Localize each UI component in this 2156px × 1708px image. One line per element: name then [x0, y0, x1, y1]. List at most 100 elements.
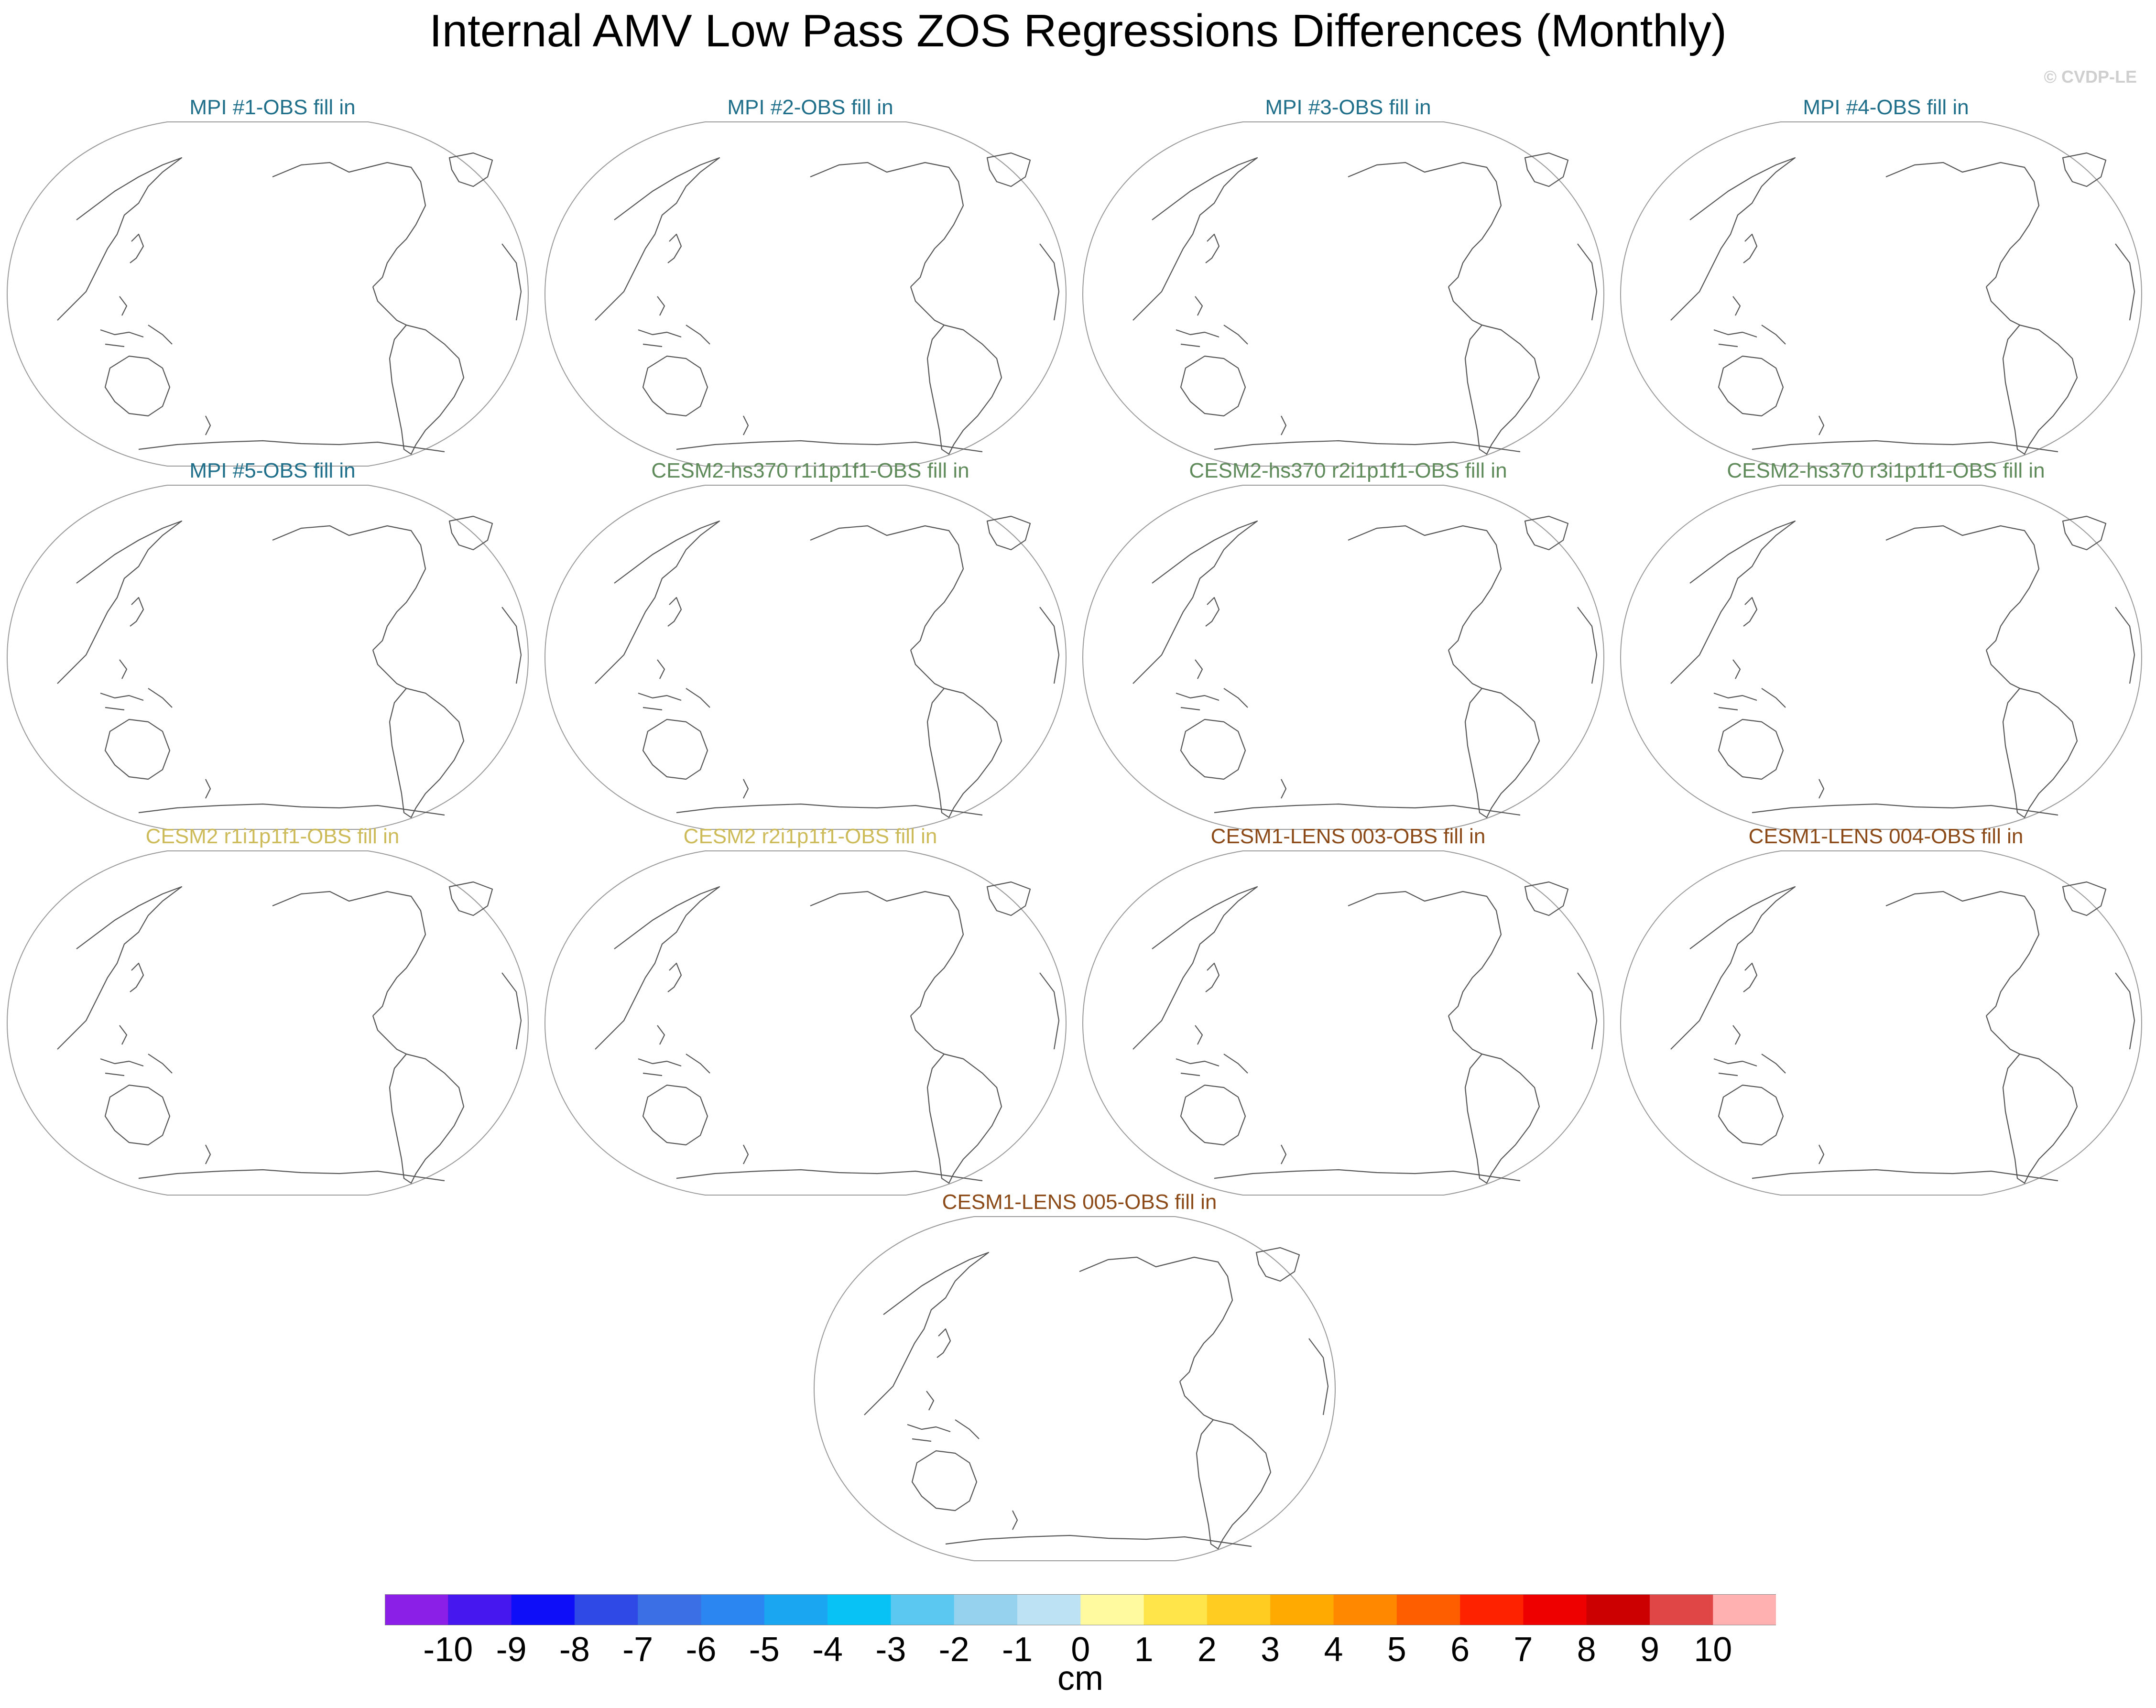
coastline — [676, 440, 983, 453]
coastline — [667, 233, 682, 263]
coastline — [1752, 440, 2058, 453]
coastline — [642, 718, 708, 780]
colorbar-swatch — [385, 1594, 448, 1625]
panel-title: MPI #5-OBS fill in — [189, 459, 356, 482]
colorbar-swatch — [574, 1594, 638, 1625]
colorbar-tick-label: 7 — [1514, 1631, 1533, 1669]
coastline — [1718, 1084, 1784, 1146]
panel-title: CESM1-LENS 003-OBS fill in — [1210, 825, 1486, 848]
colorbar-tick-label: -7 — [622, 1631, 653, 1669]
world-map — [1082, 121, 1605, 467]
coastline — [1180, 1084, 1246, 1146]
coastline — [1448, 286, 1482, 326]
colorbar-swatch — [1143, 1594, 1208, 1625]
colorbar-tick-label: 1 — [1134, 1631, 1154, 1669]
colorbar-units: cm — [1057, 1659, 1103, 1697]
coastline — [57, 157, 183, 321]
map-panel: CESM2-hs370 r1i1p1f1-OBS fill in — [543, 459, 1078, 841]
coastline — [2002, 324, 2078, 455]
coastline — [1524, 515, 1569, 551]
coastline — [642, 355, 708, 417]
coastline — [104, 355, 171, 417]
coastline — [907, 1391, 980, 1442]
coastline — [2062, 881, 2107, 916]
coastline — [2062, 515, 2107, 551]
panel-title: MPI #4-OBS fill in — [1803, 96, 1969, 119]
coastline — [1196, 1419, 1272, 1550]
coastline — [448, 152, 493, 187]
colorbar-tick-label: -9 — [496, 1631, 527, 1669]
panel-title: MPI #1-OBS fill in — [189, 96, 356, 119]
coastline — [104, 718, 171, 780]
map-panel: MPI #2-OBS fill in — [543, 96, 1078, 478]
coastline — [1039, 243, 1060, 321]
coastline — [638, 1025, 710, 1077]
panel-title: CESM2 r2i1p1f1-OBS fill in — [683, 825, 937, 848]
coastline — [810, 525, 964, 651]
coastline — [1752, 803, 2058, 816]
colorbar-swatch — [1080, 1594, 1144, 1625]
map-outline — [813, 1216, 1336, 1561]
coastline — [986, 881, 1031, 916]
coastline — [1348, 891, 1502, 1016]
colorbar-tick-label: -4 — [812, 1631, 843, 1669]
coastline — [501, 243, 522, 321]
coastline — [1713, 659, 1786, 711]
coastline — [272, 162, 426, 287]
world-map — [1620, 485, 2143, 830]
coastline — [1348, 162, 1502, 287]
world-map — [1082, 485, 1605, 830]
colorbar-swatch — [511, 1594, 575, 1625]
coastline — [926, 324, 1002, 455]
coastline — [1214, 803, 1521, 816]
map-panel: CESM1-LENS 005-OBS fill in — [812, 1190, 1347, 1573]
coastline — [100, 659, 173, 711]
colorbar-swatch — [448, 1594, 512, 1625]
world-map — [6, 485, 529, 830]
coastline — [1752, 1169, 2058, 1182]
map-panel: MPI #5-OBS fill in — [5, 459, 540, 841]
coastline — [676, 803, 983, 816]
colorbar-tick-label: 6 — [1450, 1631, 1470, 1669]
colorbar-border — [385, 1594, 1776, 1625]
coastline — [1577, 243, 1598, 321]
world-map — [544, 485, 1067, 830]
coastline — [104, 1084, 171, 1146]
coastline — [448, 881, 493, 916]
coastline — [1464, 324, 1540, 455]
coastline — [501, 607, 522, 684]
colorbar-tick-label: 2 — [1197, 1631, 1217, 1669]
coastline — [130, 962, 144, 992]
colorbar-swatch — [1396, 1594, 1460, 1625]
coastline — [1012, 1510, 1018, 1530]
coastline — [1214, 1169, 1521, 1182]
coastline — [810, 162, 964, 287]
coastline — [389, 324, 465, 455]
coastline — [638, 659, 710, 711]
coastline — [2115, 607, 2135, 684]
coastline — [205, 1144, 211, 1164]
coastline — [501, 972, 522, 1050]
coastline — [1448, 1015, 1482, 1055]
colorbar-tick-label: -2 — [938, 1631, 969, 1669]
coastline — [389, 687, 465, 818]
coastline — [638, 296, 710, 348]
coastline — [1985, 286, 2020, 326]
colorbar-tick-label: 8 — [1577, 1631, 1596, 1669]
colorbar-tick-label: 5 — [1387, 1631, 1406, 1669]
coastline — [1348, 525, 1502, 651]
colorbar-swatch — [1713, 1594, 1776, 1625]
world-map — [544, 850, 1067, 1196]
map-panel: CESM1-LENS 004-OBS fill in — [1618, 825, 2154, 1207]
coastline — [1464, 687, 1540, 818]
coastline — [57, 520, 183, 684]
map-outline — [1082, 485, 1605, 830]
coastline — [1132, 886, 1258, 1050]
coastline — [372, 286, 407, 326]
coastline — [2062, 152, 2107, 187]
coastline — [986, 515, 1031, 551]
coastline — [100, 1025, 173, 1077]
panel-title: CESM2-hs370 r2i1p1f1-OBS fill in — [1189, 459, 1507, 482]
coastline — [1670, 886, 1796, 1050]
world-map — [6, 850, 529, 1196]
